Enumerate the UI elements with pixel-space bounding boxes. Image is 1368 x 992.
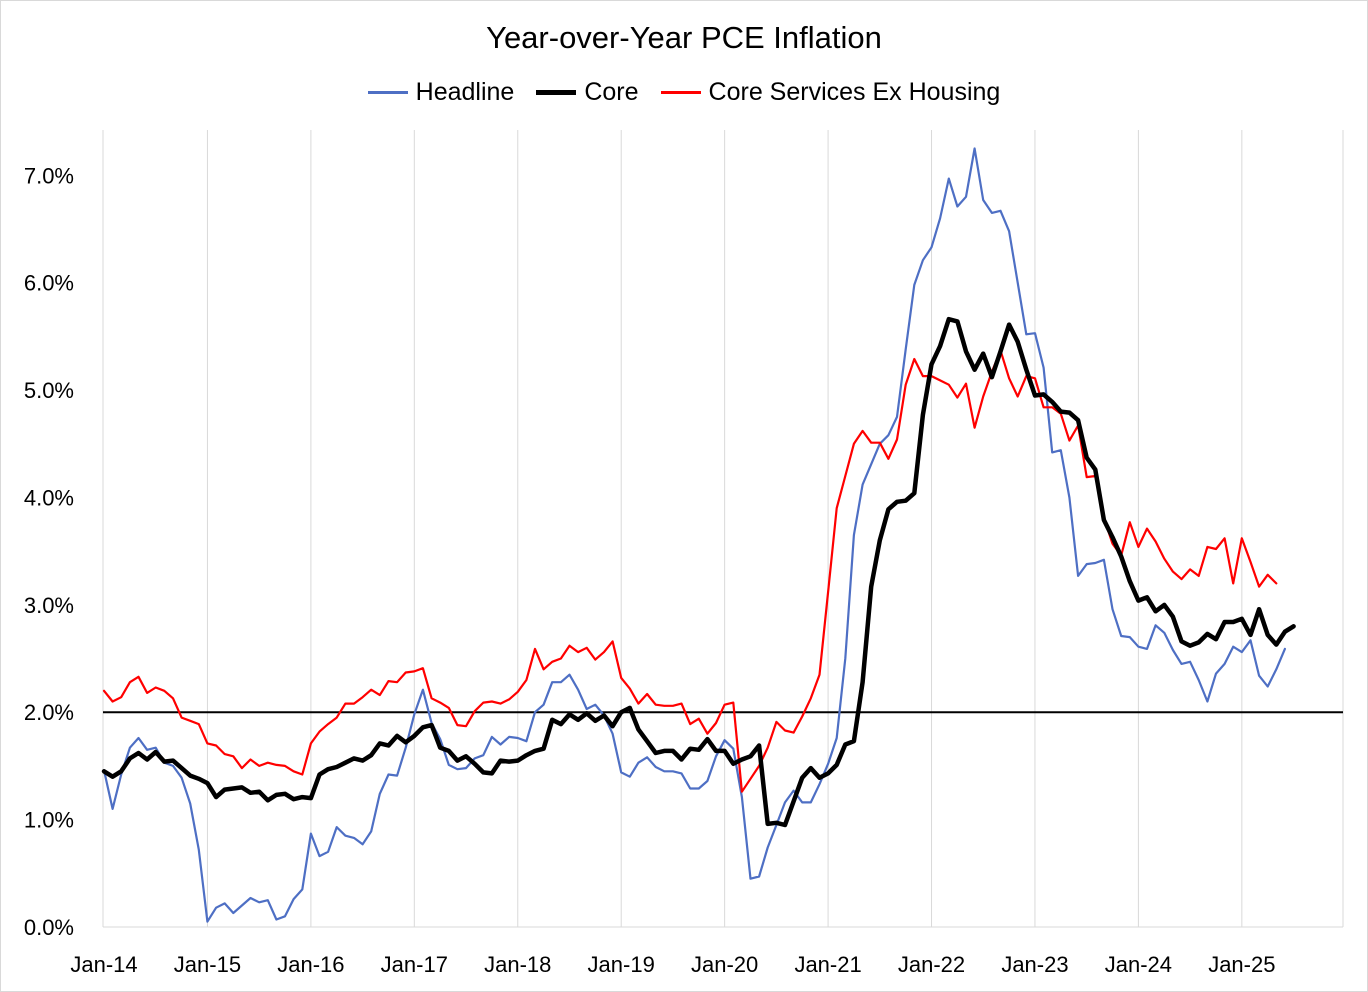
y-tick-label: 5.0% xyxy=(24,378,74,403)
legend-swatch-core-services-ex-housing xyxy=(660,91,701,94)
x-tick-label: Jan-14 xyxy=(70,952,137,977)
y-tick-label: 0.0% xyxy=(24,915,74,940)
y-axis-tick-labels: 0.0% 1.0% 2.0% 3.0% 4.0% 5.0% 6.0% 7.0% xyxy=(24,163,74,940)
x-tick-label: Jan-23 xyxy=(1001,952,1068,977)
legend-label-headline: Headline xyxy=(415,78,515,106)
series-line-core xyxy=(101,316,1296,828)
gridlines xyxy=(206,130,1344,927)
legend-swatch-headline xyxy=(367,91,408,94)
legend-swatch-core xyxy=(536,90,577,95)
series-line-core-services-ex-housing xyxy=(102,349,1278,793)
x-tick-label: Jan-18 xyxy=(484,952,551,977)
legend-label-core-services-ex-housing: Core Services Ex Housing xyxy=(708,78,1001,106)
x-tick-label: Jan-25 xyxy=(1208,952,1275,977)
legend-item-core-services-ex-housing: Core Services Ex Housing xyxy=(660,78,1001,107)
y-tick-label: 3.0% xyxy=(24,593,74,618)
x-tick-label: Jan-22 xyxy=(898,952,965,977)
legend-item-core: Core xyxy=(536,78,639,107)
x-tick-label: Jan-24 xyxy=(1105,952,1172,977)
x-axis-tick-labels: Jan-14 Jan-15 Jan-16 Jan-17 Jan-18 Jan-19 Jan-… xyxy=(70,952,1275,977)
x-tick-label: Jan-16 xyxy=(277,952,344,977)
series-lines xyxy=(101,147,1296,923)
y-tick-label: 1.0% xyxy=(24,808,74,833)
chart-title: Year-over-Year PCE Inflation xyxy=(486,20,882,55)
y-tick-label: 7.0% xyxy=(24,163,74,188)
x-tick-label: Jan-20 xyxy=(691,952,758,977)
y-tick-label: 6.0% xyxy=(24,271,74,296)
y-tick-label: 4.0% xyxy=(24,485,74,510)
x-tick-label: Jan-19 xyxy=(588,952,655,977)
legend-label-core: Core xyxy=(584,78,639,106)
legend-item-headline: Headline xyxy=(367,78,515,107)
series-line-headline xyxy=(102,147,1287,923)
legend: Headline Core Core Services Ex Housing xyxy=(0,78,1368,107)
y-tick-label: 2.0% xyxy=(24,700,74,725)
x-tick-label: Jan-21 xyxy=(794,952,861,977)
x-tick-label: Jan-17 xyxy=(381,952,448,977)
x-tick-label: Jan-15 xyxy=(174,952,241,977)
